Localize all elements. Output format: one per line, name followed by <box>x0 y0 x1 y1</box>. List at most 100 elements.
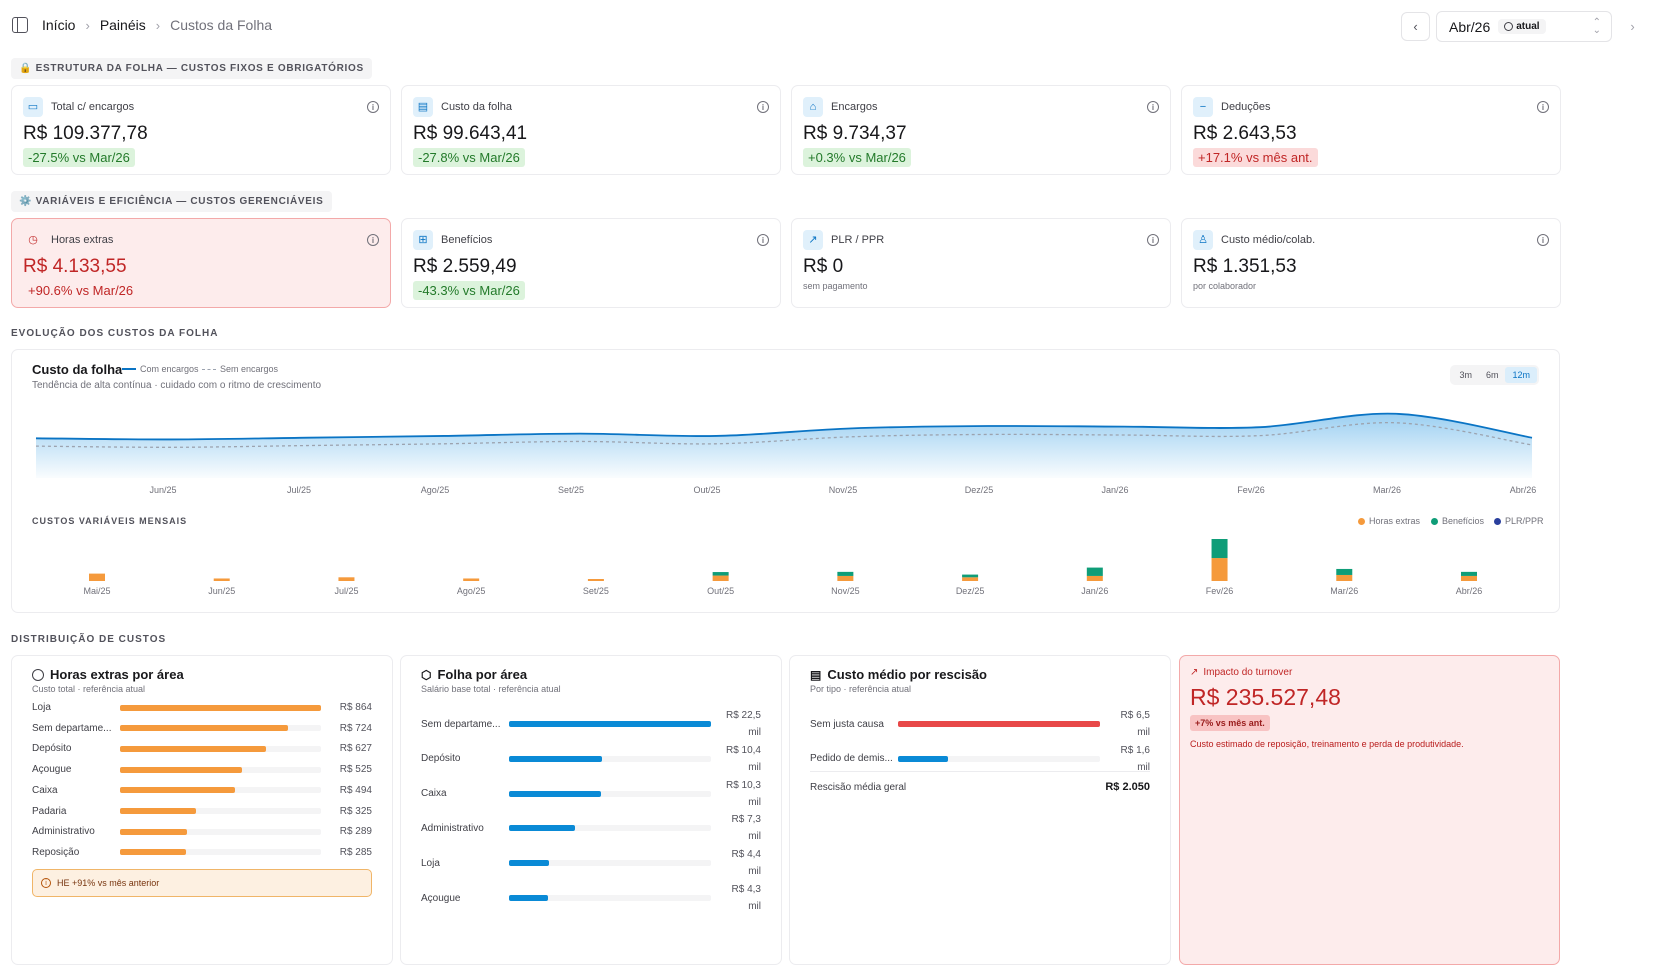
x-tick-label: Mar/26 <box>1373 485 1401 495</box>
kpi-delta: -27.5% vs Mar/26 <box>23 148 135 167</box>
x-tick-label: Set/25 <box>558 485 584 495</box>
chevron-up-down-icon: ⌃⌄ <box>1593 19 1601 35</box>
kpi-sub: sem pagamento <box>803 281 1159 291</box>
info-icon[interactable]: i <box>757 234 769 246</box>
value-amount: R$ 1,6 <box>1121 742 1150 759</box>
kpi-label: Deduções <box>1221 101 1271 113</box>
bar-track <box>120 849 321 855</box>
minus-icon: − <box>1193 97 1213 117</box>
bar-track <box>509 860 711 866</box>
bar-horas-extras <box>962 577 978 581</box>
bar-track <box>120 808 321 814</box>
avg-termination-value: R$ 2.050 <box>1105 781 1150 793</box>
bar-row-label: Depósito <box>32 743 120 754</box>
kpi-delta: +0.3% vs Mar/26 <box>803 148 911 167</box>
info-icon[interactable]: i <box>1537 101 1549 113</box>
bar-row-label: Administrativo <box>32 826 120 837</box>
info-icon[interactable]: i <box>367 101 379 113</box>
info-icon[interactable]: i <box>757 101 769 113</box>
bar-fill <box>509 825 575 831</box>
x-tick-label: Abr/26 <box>1510 485 1537 495</box>
kpi-value: R$ 2.643,53 <box>1193 123 1549 145</box>
info-icon[interactable]: i <box>1147 101 1159 113</box>
bar-track <box>509 825 711 831</box>
trend-icon: ↗ <box>1190 667 1198 678</box>
bar-row-value: R$ 494 <box>340 785 372 796</box>
x-tick-label: Ago/25 <box>421 485 450 495</box>
kpi-delta: -27.8% vs Mar/26 <box>413 148 525 167</box>
legend-benefits: Benefícios <box>1431 516 1484 526</box>
previous-period-button[interactable]: ‹ <box>1401 12 1430 41</box>
info-icon[interactable]: i <box>367 234 379 246</box>
legend-dot <box>1494 518 1501 525</box>
info-icon[interactable]: i <box>1147 234 1159 246</box>
bar-fill <box>120 849 186 855</box>
value-amount: R$ 10,4 <box>726 742 761 759</box>
card-icon: ▭ <box>23 97 43 117</box>
bar-horas-extras <box>338 577 354 581</box>
kpi-avg-cost-per-employee: ♙Custo médio/colab.i R$ 1.351,53 por col… <box>1181 218 1561 308</box>
kpi-sub: por colaborador <box>1193 281 1549 291</box>
breadcrumb-home[interactable]: Início <box>42 17 75 33</box>
breadcrumb-panels[interactable]: Painéis <box>100 17 146 33</box>
bar-fill <box>509 721 711 727</box>
bar-benef-cios <box>1336 569 1352 575</box>
kpi-value: R$ 4.133,55 <box>23 256 379 278</box>
card-subtitle: Por tipo · referência atual <box>810 684 1150 694</box>
kpi-label: Benefícios <box>441 234 492 246</box>
hexagon-icon: ⬡ <box>421 668 431 682</box>
value-unit: mil <box>726 759 761 776</box>
info-icon[interactable]: i <box>1537 234 1549 246</box>
bar-track <box>120 787 321 793</box>
bar-row-value: R$ 627 <box>340 743 372 754</box>
bar-horas-extras <box>1212 558 1228 581</box>
bar-track <box>509 895 711 901</box>
card-subtitle: Salário base total · referência atual <box>421 684 761 694</box>
value-unit: mil <box>732 863 761 880</box>
kpi-delta: +17.1% vs mês ant. <box>1193 148 1318 167</box>
bar-row-label: Administrativo <box>421 823 509 834</box>
x-tick-label: Dez/25 <box>965 485 994 495</box>
bank-icon: ⌂ <box>803 97 823 117</box>
card-title: Custo médio por rescisão <box>827 667 987 682</box>
bar-row-value: R$ 325 <box>340 806 372 817</box>
next-period-button[interactable]: › <box>1618 12 1647 41</box>
kpi-delta: -43.3% vs Mar/26 <box>413 281 525 300</box>
kpi-value: R$ 99.643,41 <box>413 123 769 145</box>
bar-track <box>898 721 1100 727</box>
bar-row-label: Açougue <box>32 764 120 775</box>
bar-benef-cios <box>713 572 729 576</box>
bar-row-label: Loja <box>421 858 509 869</box>
document-icon: ▤ <box>810 668 821 682</box>
kpi-label: Encargos <box>831 101 877 113</box>
bar-row: Depósito R$ 627 <box>32 743 372 754</box>
value-unit: mil <box>726 724 761 741</box>
bar-row-label: Depósito <box>421 753 509 764</box>
bar-horas-extras <box>1336 575 1352 581</box>
breadcrumb-current: Custos da Folha <box>170 17 272 33</box>
bar-row: Administrativo R$ 289 <box>32 826 372 837</box>
bar-track <box>120 829 321 835</box>
legend-label: Benefícios <box>1442 516 1484 526</box>
x-tick-label: Fev/26 <box>1237 485 1265 495</box>
bar-row-value: R$ 289 <box>340 826 372 837</box>
sidebar-toggle-icon[interactable] <box>12 17 28 33</box>
bar-row-label: Pedido de demis... <box>810 753 898 764</box>
value-unit: mil <box>1121 724 1150 741</box>
bar-benef-cios <box>1087 568 1103 576</box>
bar-track <box>120 725 321 731</box>
x-tick-label: Jun/25 <box>149 485 176 495</box>
value-unit: mil <box>726 794 761 811</box>
period-select[interactable]: Abr/26 atual ⌃⌄ <box>1436 11 1612 42</box>
bar-fill <box>509 860 549 866</box>
bar-category-label: Abr/26 <box>1456 586 1483 596</box>
